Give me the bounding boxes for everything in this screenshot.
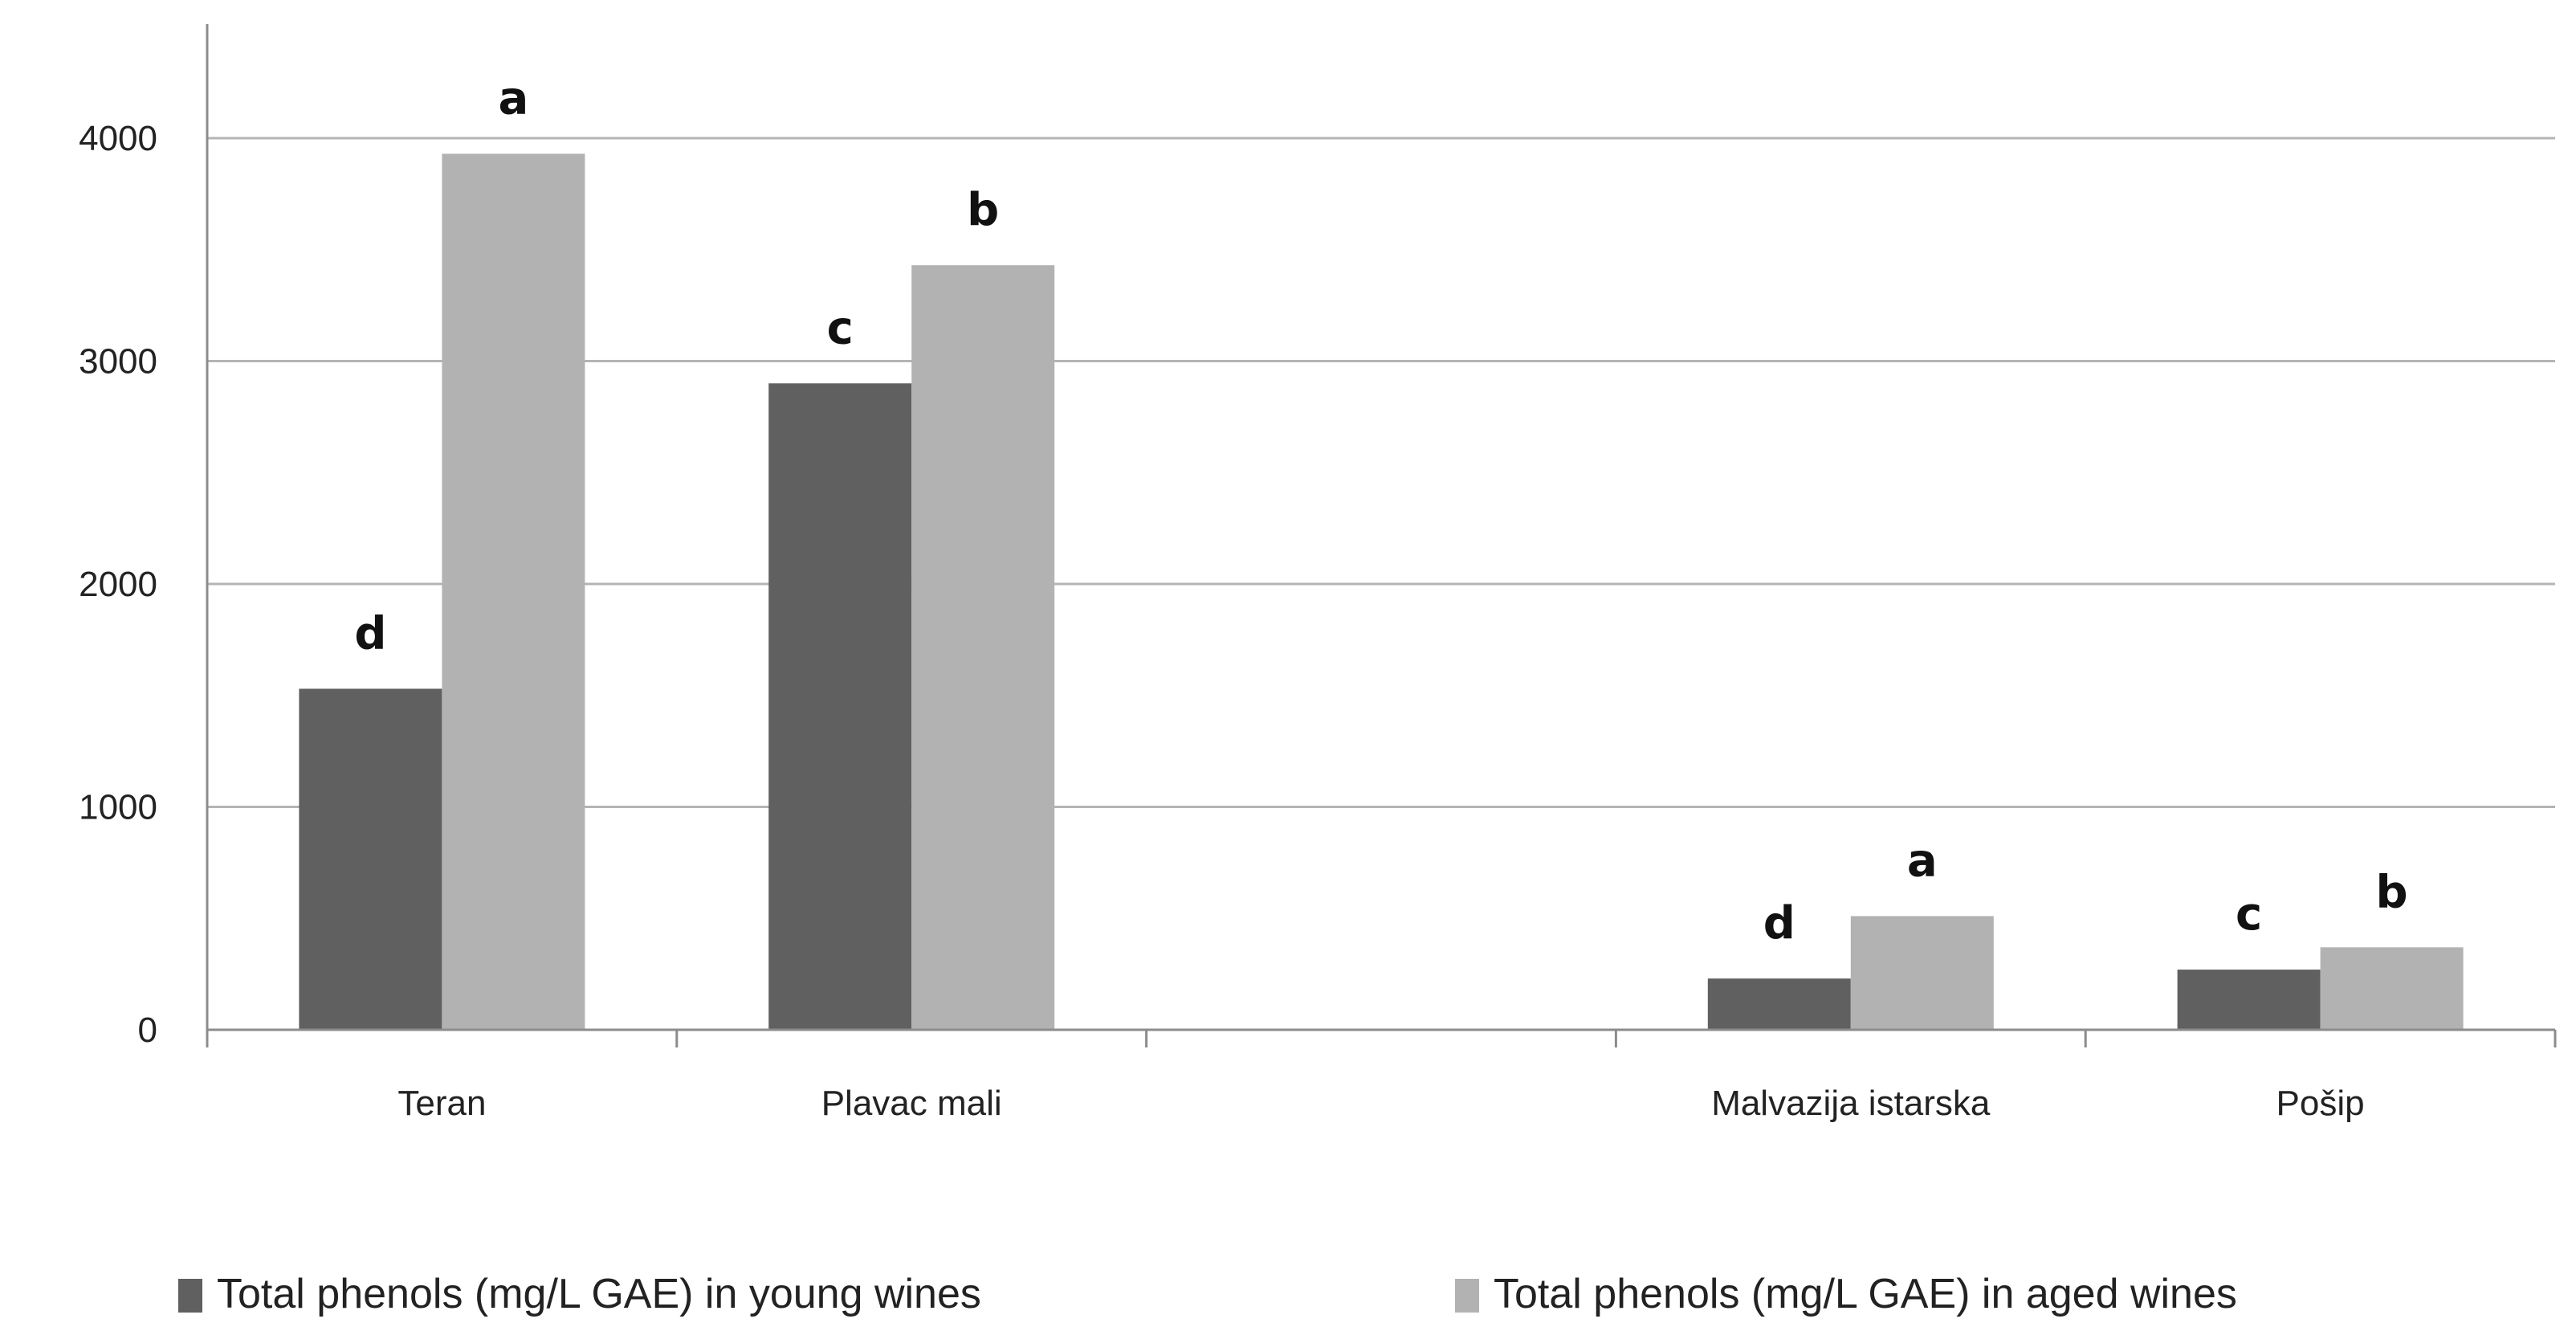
bar-aged xyxy=(2320,947,2464,1030)
y-tick-label: 1000 xyxy=(79,788,157,827)
x-category-label: Plavac mali xyxy=(821,1084,1002,1123)
bar-aged xyxy=(911,265,1055,1030)
y-tick-label: 0 xyxy=(138,1011,157,1050)
significance-labels: d c d c a b a b xyxy=(354,72,2407,949)
x-category-label: Teran xyxy=(397,1084,486,1123)
bar-young xyxy=(1707,978,1851,1030)
bar-aged xyxy=(1850,916,1994,1030)
x-category-label: Malvazija istarska xyxy=(1711,1084,1991,1123)
significance-letter: c xyxy=(2236,888,2262,941)
bar-young xyxy=(299,688,442,1030)
legend-label-young: Total phenols (mg/L GAE) in young wines xyxy=(217,1271,981,1317)
legend-swatch-aged xyxy=(1455,1279,1479,1313)
legend-swatch-young xyxy=(178,1279,202,1313)
bar-young xyxy=(768,383,912,1030)
legend-label-aged: Total phenols (mg/L GAE) in aged wines xyxy=(1494,1271,2237,1317)
axes xyxy=(206,24,2555,1031)
significance-letter: c xyxy=(827,302,854,354)
bar-young xyxy=(2177,970,2321,1030)
x-category-label: Pošip xyxy=(2276,1084,2365,1123)
y-axis-tick-labels: 0 1000 2000 3000 4000 xyxy=(79,119,157,1050)
x-axis-ticks xyxy=(206,1030,2557,1047)
y-tick-label: 3000 xyxy=(79,342,157,382)
significance-letter: d xyxy=(354,607,386,659)
legend: Total phenols (mg/L GAE) in young wines … xyxy=(178,1271,2237,1317)
significance-letter: b xyxy=(967,184,999,236)
gridlines xyxy=(207,137,2555,808)
bar-aged xyxy=(442,153,585,1030)
y-tick-label: 2000 xyxy=(79,565,157,604)
significance-letter: d xyxy=(1763,897,1795,949)
significance-letter: a xyxy=(1907,835,1938,887)
significance-letter: b xyxy=(2376,866,2408,918)
bars xyxy=(299,153,2464,1030)
significance-letter: a xyxy=(499,72,529,125)
y-tick-label: 4000 xyxy=(79,119,157,158)
x-axis-category-labels: Teran Plavac mali Malvazija istarska Pošip xyxy=(397,1084,2364,1123)
